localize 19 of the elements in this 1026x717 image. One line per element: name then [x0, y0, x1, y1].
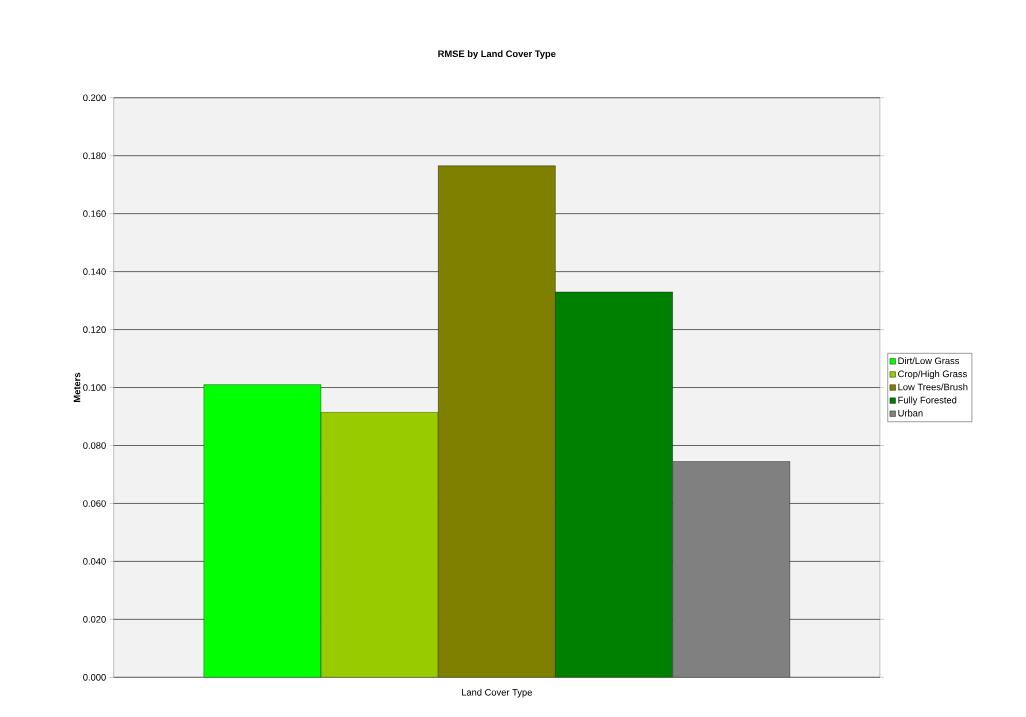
y-tick-label: 0.140 — [83, 268, 106, 276]
y-tick-label: 0.100 — [83, 384, 106, 391]
legend-label: Urban — [898, 409, 923, 417]
y-tick-label: 0.000 — [83, 674, 106, 681]
y-tick-label: 0.040 — [83, 558, 106, 565]
y-tick-label: 0.080 — [83, 442, 106, 449]
x-tick-label: Land Cover Type — [461, 688, 532, 698]
y-tick-label: 0.020 — [83, 616, 106, 623]
y-tick-label: 0.120 — [83, 326, 106, 333]
legend-label: Crop/High Grass — [898, 370, 967, 380]
legend-label: Fully Forested — [898, 396, 957, 406]
y-axis-title: Meters — [73, 372, 81, 403]
y-tick-label: 0.060 — [83, 500, 106, 507]
y-tick-label: 0.200 — [83, 94, 106, 102]
chart-title: RMSE by Land Cover Type — [438, 50, 556, 59]
y-tick-label: 0.180 — [83, 152, 106, 160]
legend-label: Dirt/Low Grass — [898, 357, 960, 365]
y-tick-label: 0.160 — [83, 210, 106, 218]
legend-label: Low Trees/Brush — [898, 383, 968, 391]
